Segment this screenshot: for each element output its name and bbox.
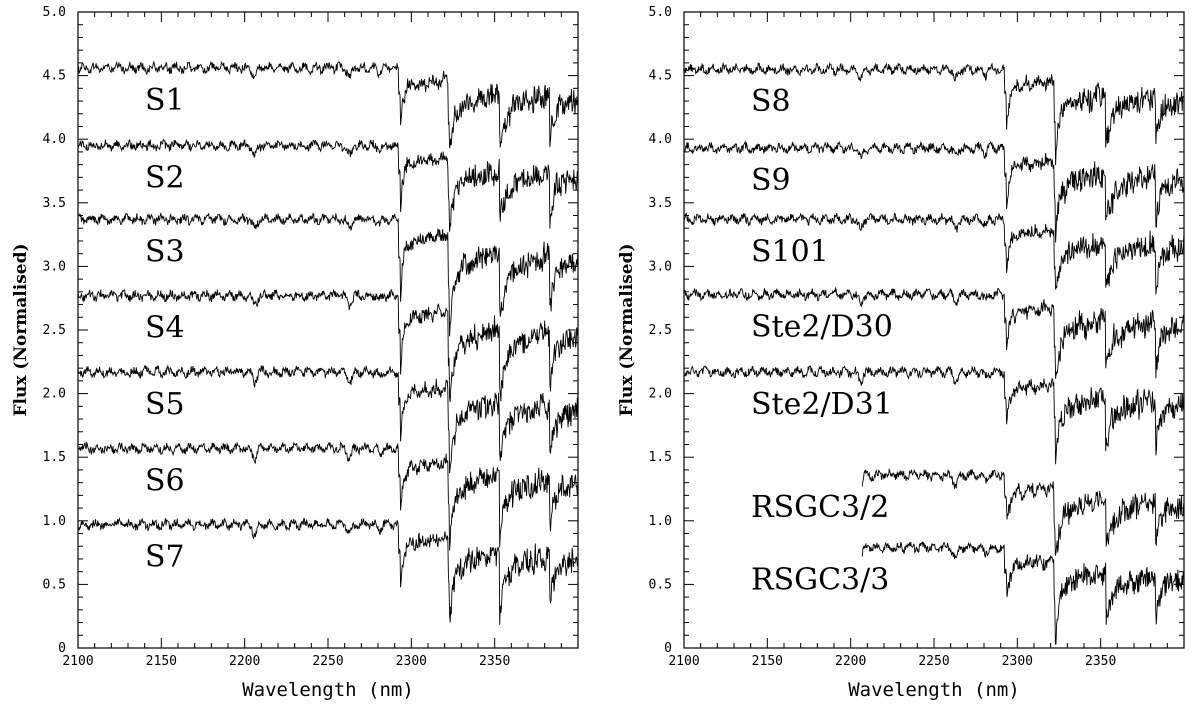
spectrum-label: Ste2/D30 [751,309,893,344]
spectrum-label: RSGC3/2 [751,490,889,525]
spectrum-label: S8 [751,84,791,119]
spectrum-label: RSGC3/3 [751,563,889,598]
x-tick-label: 2150 [146,654,177,669]
spectrum-label: S4 [145,311,185,346]
y-tick-label: 4.5 [43,69,66,84]
x-tick-label: 2250 [918,654,949,669]
y-tick-label: 3.5 [43,196,66,211]
spectrum-label: Ste2/D31 [751,387,893,422]
spectrum-line [683,212,1185,295]
y-tick-label: 2.5 [649,323,672,338]
y-tick-label: 4.0 [43,132,66,147]
x-tick-label: 2200 [229,654,260,669]
y-tick-label: 5.0 [43,5,66,20]
spectrum-line [683,365,1185,465]
spectrum-label: S7 [145,540,185,575]
x-tick-label: 2300 [396,654,427,669]
x-tick-label: 2100 [62,654,93,669]
y-tick-label: 0.5 [649,577,672,592]
spectrum-label: S5 [145,387,185,422]
spectrum-label: S3 [145,234,185,269]
x-tick-label: 2350 [1085,654,1116,669]
spectrum-label: S2 [145,161,185,196]
y-tick-label: 1.0 [649,514,672,529]
spectrum-line [77,288,579,402]
spectrum-line [861,468,1185,556]
right-panel: 2100 2150 2200 2250 2300 2350 0 0.5 1.0 1.5 2.0 2.5… [617,5,1185,701]
spectrum-label: S9 [751,163,791,198]
x-tick-label: 2150 [752,654,783,669]
y-tick-label: 0 [664,641,672,656]
y-tick-label: 0.5 [43,577,66,592]
y-axis-title: Flux (Normalised) [11,243,31,416]
y-tick-label: 3.5 [649,196,672,211]
spectrum-line [77,364,579,474]
y-tick-label: 3.0 [649,259,672,274]
y-tick-label: 2.5 [43,323,66,338]
x-tick-label: 2200 [835,654,866,669]
spectrum-line [861,541,1185,645]
y-tick-label: 5.0 [649,5,672,20]
y-tick-label: 1.0 [43,514,66,529]
x-axis-title: Wavelength (nm) [848,679,1020,701]
y-axis-title: Flux (Normalised) [617,243,637,416]
spectrum-label: S1 [145,83,185,118]
spectrum-line [77,212,579,337]
spectrum-label: S6 [145,463,185,498]
x-tick-label: 2100 [668,654,699,669]
y-tick-label: 4.5 [649,69,672,84]
spectrum-label: S101 [751,234,829,269]
spectrum-line [683,286,1185,379]
x-tick-label: 2250 [312,654,343,669]
y-tick-label: 1.5 [649,450,672,465]
spectrum-line [77,138,579,232]
x-axis-title: Wavelength (nm) [242,679,414,701]
spectrum-line [683,140,1185,243]
y-tick-label: 4.0 [649,132,672,147]
y-tick-label: 0 [58,641,66,656]
spectrum-line [77,517,579,625]
spectrum-line [683,61,1185,166]
spectrum-line [77,60,579,149]
x-tick-label: 2350 [479,654,510,669]
x-tick-label: 2300 [1002,654,1033,669]
y-tick-label: 3.0 [43,259,66,274]
y-tick-label: 1.5 [43,450,66,465]
y-tick-label: 2.0 [43,387,66,402]
left-panel: 2100 2150 2200 2250 2300 2350 0 0.5 1.0 1.5 2.0 2.5… [11,5,579,701]
y-tick-label: 2.0 [649,387,672,402]
spectrum-line [77,441,579,551]
